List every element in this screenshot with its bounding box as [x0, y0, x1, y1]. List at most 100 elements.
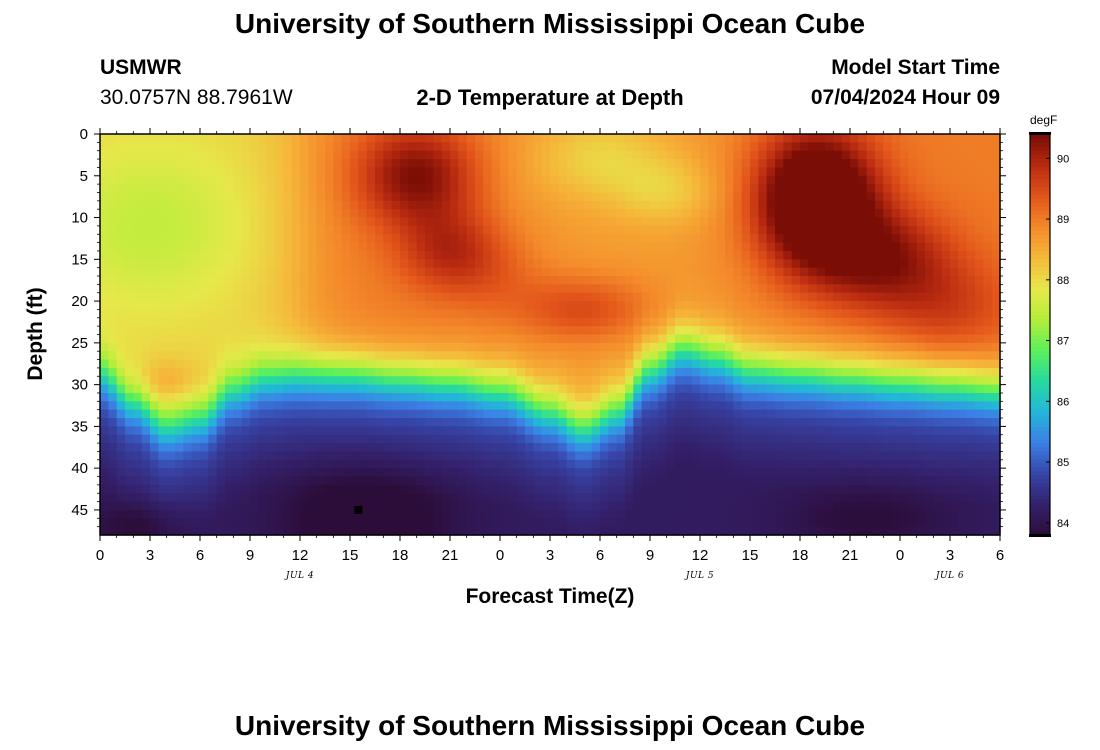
heatmap-cell [175, 443, 184, 453]
heatmap-cell [508, 225, 518, 235]
heatmap-cell [175, 418, 184, 427]
heatmap-cell [158, 167, 168, 177]
heatmap-cell [516, 267, 526, 277]
heatmap-cell [141, 192, 151, 202]
heatmap-cell [925, 493, 934, 503]
heatmap-cell [741, 359, 751, 369]
heatmap-cell [225, 484, 234, 494]
heatmap-cell [516, 418, 526, 427]
heatmap-cell [241, 451, 251, 461]
heatmap-cell [408, 150, 418, 160]
heatmap-cell [166, 309, 176, 319]
heatmap-cell [283, 159, 293, 169]
heatmap-cell [441, 334, 451, 344]
heatmap-cell [350, 234, 359, 244]
heatmap-cell [133, 451, 143, 461]
heatmap-cell [366, 484, 376, 494]
heatmap-cell [633, 418, 643, 427]
heatmap-cell [983, 317, 993, 327]
heatmap-cell [508, 209, 518, 219]
heatmap-cell [425, 359, 434, 369]
heatmap-cell [133, 259, 143, 269]
heatmap-cell [433, 418, 443, 427]
heatmap-cell [800, 418, 809, 427]
heatmap-cell [200, 392, 209, 402]
heatmap-cell [683, 401, 693, 411]
heatmap-cell [191, 150, 201, 160]
heatmap-cell [508, 175, 518, 185]
heatmap-cell [775, 401, 784, 411]
heatmap-cell [816, 267, 826, 277]
heatmap-cell [675, 192, 684, 202]
heatmap-cell [333, 259, 343, 269]
heatmap-cell [441, 476, 451, 486]
heatmap-cell [683, 484, 693, 494]
heatmap-cell [483, 209, 493, 219]
heatmap-cell [291, 242, 301, 252]
heatmap-cell [600, 509, 609, 519]
heatmap-cell [241, 418, 251, 427]
heatmap-cell [608, 376, 618, 386]
heatmap-cell [258, 426, 268, 436]
heatmap-cell [225, 376, 234, 386]
heatmap-cell [300, 142, 309, 152]
heatmap-cell [833, 259, 843, 269]
heatmap-cell [375, 326, 384, 336]
heatmap-cell [766, 175, 776, 185]
heatmap-cell [850, 509, 859, 519]
heatmap-cell [291, 234, 301, 244]
heatmap-cell [608, 175, 618, 185]
heatmap-cell [400, 326, 409, 336]
heatmap-cell [366, 342, 376, 352]
heatmap-cell [933, 317, 943, 327]
heatmap-cell [608, 150, 618, 160]
heatmap-cell [341, 200, 351, 210]
heatmap-cell [125, 434, 134, 444]
heatmap-cell [175, 259, 184, 269]
heatmap-cell [350, 342, 359, 352]
heatmap-cell [233, 267, 243, 277]
heatmap-cell [533, 459, 543, 469]
heatmap-cell [175, 501, 184, 511]
heatmap-cell [641, 150, 651, 160]
heatmap-cell [308, 259, 318, 269]
heatmap-cell [866, 418, 876, 427]
heatmap-cell [216, 409, 226, 419]
heatmap-cell [533, 443, 543, 453]
heatmap-cell [858, 359, 868, 369]
heatmap-cell [975, 317, 984, 327]
heatmap-cell [608, 334, 618, 344]
heatmap-cell [716, 367, 726, 377]
heatmap-cell [191, 326, 201, 336]
heatmap-cell [825, 476, 834, 486]
heatmap-cell [925, 359, 934, 369]
heatmap-cell [166, 518, 176, 528]
heatmap-cell [550, 351, 559, 361]
heatmap-cell [233, 334, 243, 344]
heatmap-cell [975, 259, 984, 269]
heatmap-cell [125, 225, 134, 235]
heatmap-cell [416, 418, 426, 427]
heatmap-cell [400, 184, 409, 194]
heatmap-cell [900, 184, 909, 194]
heatmap-cell [441, 367, 451, 377]
heatmap-cell [566, 434, 576, 444]
heatmap-cell [450, 334, 459, 344]
heatmap-cell [608, 493, 618, 503]
heatmap-cell [183, 459, 193, 469]
heatmap-cell [616, 342, 626, 352]
heatmap-cell [558, 276, 568, 285]
heatmap-cell [433, 409, 443, 419]
heatmap-cell [508, 409, 518, 419]
heatmap-cell [408, 376, 418, 386]
heatmap-cell [425, 301, 434, 311]
heatmap-cell [175, 317, 184, 327]
heatmap-cell [308, 426, 318, 436]
heatmap-cell [566, 326, 576, 336]
heatmap-cell [541, 284, 551, 294]
heatmap-cell [975, 250, 984, 260]
heatmap-cell [466, 250, 476, 260]
heatmap-cell [358, 267, 368, 277]
heatmap-cell [241, 334, 251, 344]
heatmap-cell [208, 509, 218, 519]
